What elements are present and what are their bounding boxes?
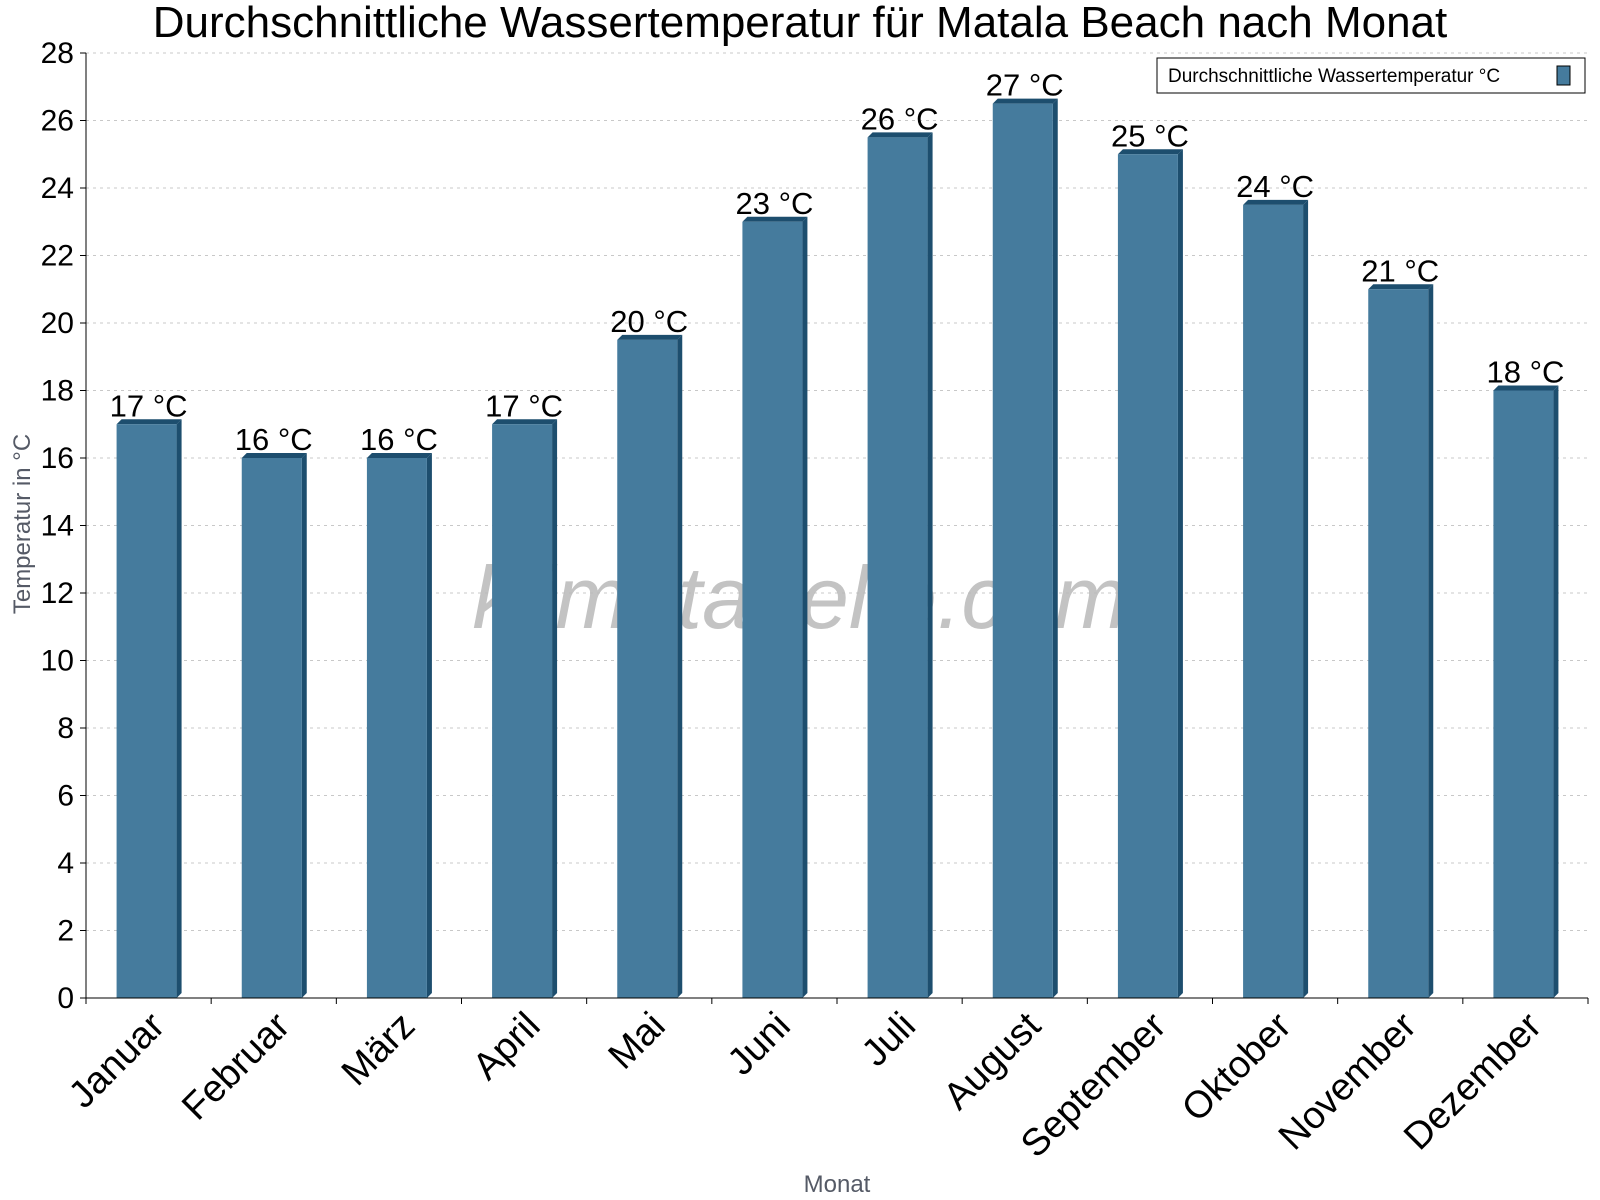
- bar-side: [677, 334, 683, 998]
- x-axis-label: Monat: [804, 1171, 871, 1198]
- bar: [366, 458, 427, 998]
- data-label: 18 °C: [1486, 355, 1564, 390]
- bar-side: [176, 419, 182, 998]
- bar-top: [742, 216, 808, 222]
- data-label: 25 °C: [1111, 118, 1189, 153]
- y-tick-label: 6: [57, 780, 74, 813]
- y-tick-label: 10: [41, 645, 74, 678]
- bar-side: [1303, 199, 1309, 998]
- data-label: 20 °C: [610, 304, 688, 339]
- axes: [80, 52, 1589, 1004]
- bar-side: [1428, 284, 1434, 998]
- bar: [241, 458, 302, 998]
- bar-side: [301, 453, 307, 998]
- x-tick-label: Oktober: [1174, 1004, 1300, 1130]
- chart-title: Durchschnittliche Wassertemperatur für M…: [153, 0, 1448, 47]
- legend: Durchschnittliche Wassertemperatur °C: [1156, 57, 1586, 94]
- bar: [116, 424, 177, 998]
- y-tick-label: 14: [41, 510, 74, 543]
- y-tick-label: 4: [57, 847, 74, 880]
- bar-top: [241, 453, 307, 458]
- bar: [1243, 204, 1304, 998]
- data-label: 27 °C: [986, 68, 1064, 103]
- bar: [992, 103, 1053, 998]
- bar: [492, 424, 553, 998]
- bar-top: [366, 453, 432, 458]
- data-label: 26 °C: [861, 101, 939, 136]
- bar-top: [1117, 149, 1183, 155]
- x-tick-label: Mai: [601, 1005, 674, 1078]
- data-label: 16 °C: [235, 422, 313, 457]
- y-tick-label: 26: [41, 105, 74, 138]
- bar: [1368, 289, 1429, 998]
- x-tick-label: April: [465, 1005, 548, 1088]
- bar: [1117, 154, 1178, 998]
- y-tick-label: 24: [41, 172, 74, 205]
- y-tick-label: 20: [41, 307, 74, 340]
- bar-top: [492, 419, 558, 425]
- grid-lines: [86, 52, 1588, 931]
- x-tick-label: Juni: [720, 1005, 799, 1084]
- bar-top: [992, 98, 1058, 104]
- x-tick-label: Juli: [854, 1005, 924, 1075]
- data-label: 16 °C: [360, 422, 438, 457]
- y-tick-label: 8: [57, 712, 74, 745]
- x-tick-label: Februar: [174, 1004, 298, 1128]
- legend-label: Durchschnittliche Wassertemperatur °C: [1168, 66, 1500, 87]
- bar-side: [1553, 385, 1559, 998]
- bar: [742, 221, 803, 998]
- bar: [867, 137, 928, 998]
- bar-side: [802, 216, 808, 998]
- x-tick-labels: Januar Februar März April Mai Juni Juli AugustS…: [61, 1004, 1550, 1165]
- bar-top: [1243, 199, 1309, 205]
- bar-side: [927, 132, 933, 998]
- y-axis-label: Temperatur in °C: [9, 434, 36, 614]
- y-tick-label: 22: [41, 240, 74, 273]
- y-tick-label: 0: [57, 982, 74, 1015]
- bar-side: [1052, 98, 1058, 998]
- bar-side: [426, 453, 432, 998]
- data-label: 17 °C: [110, 388, 188, 423]
- bar: [617, 339, 678, 998]
- x-tick-label: März: [334, 1005, 423, 1094]
- y-tick-label: 28: [41, 37, 74, 70]
- bar-top: [1493, 385, 1559, 391]
- bar-top: [116, 419, 182, 425]
- legend-box: [1156, 57, 1586, 94]
- y-tick-label: 18: [41, 375, 74, 408]
- x-tick-label: Januar: [61, 1004, 173, 1116]
- bar-top: [617, 334, 683, 340]
- data-label: 21 °C: [1361, 253, 1439, 288]
- data-label: 24 °C: [1236, 169, 1314, 204]
- bars: 17 °C 16 °C 16 °C 17 °C 20 °C 23 °C 26 °C 27 °C…: [110, 68, 1564, 998]
- data-label: 23 °C: [735, 186, 813, 221]
- data-label: 17 °C: [485, 388, 563, 423]
- bar-top: [867, 132, 933, 138]
- y-tick-label: 12: [41, 577, 74, 610]
- bar-side: [552, 419, 558, 998]
- bar-top: [1368, 284, 1434, 290]
- bar-side: [1177, 149, 1183, 998]
- bar: [1493, 390, 1554, 998]
- y-tick-label: 16: [41, 442, 74, 475]
- legend-swatch: [1556, 65, 1571, 86]
- y-tick-label: 2: [57, 915, 74, 948]
- x-tick-label: Dezember: [1396, 1004, 1550, 1158]
- x-tick-label: August: [936, 1004, 1050, 1118]
